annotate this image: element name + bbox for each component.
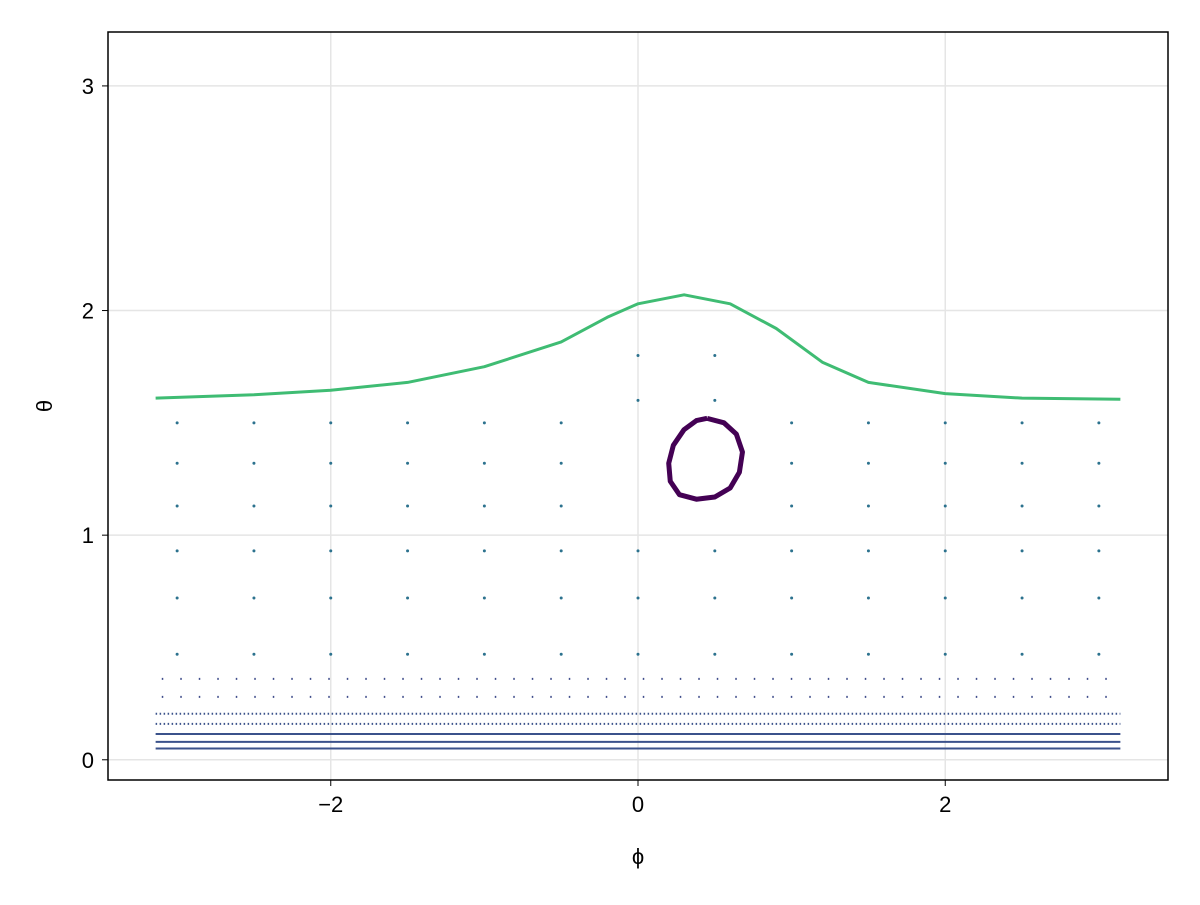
- x-axis-label: ϕ: [632, 844, 644, 869]
- point: [175, 504, 179, 508]
- y-tick-label: 0: [82, 748, 94, 773]
- point: [866, 549, 870, 553]
- point: [866, 596, 870, 600]
- point: [482, 421, 486, 425]
- point: [175, 461, 179, 465]
- series-line: [155, 293, 1121, 401]
- point: [329, 461, 333, 465]
- point: [406, 461, 410, 465]
- point: [636, 398, 640, 402]
- point: [636, 652, 640, 656]
- point: [866, 421, 870, 425]
- point: [713, 398, 717, 402]
- point: [175, 596, 179, 600]
- point: [329, 549, 333, 553]
- point: [790, 549, 794, 553]
- point: [175, 421, 179, 425]
- point: [406, 504, 410, 508]
- point: [1097, 652, 1101, 656]
- point: [252, 596, 256, 600]
- point: [482, 652, 486, 656]
- point: [559, 549, 563, 553]
- point: [482, 596, 486, 600]
- point: [1020, 549, 1024, 553]
- point: [943, 596, 947, 600]
- point: [406, 549, 410, 553]
- point: [636, 353, 640, 357]
- point: [790, 652, 794, 656]
- point: [559, 596, 563, 600]
- point: [252, 504, 256, 508]
- point: [329, 504, 333, 508]
- point: [943, 652, 947, 656]
- plot-frame: [107, 31, 1169, 781]
- point: [1097, 504, 1101, 508]
- point: [252, 421, 256, 425]
- point: [329, 421, 333, 425]
- point: [790, 596, 794, 600]
- point: [1020, 461, 1024, 465]
- point: [1097, 549, 1101, 553]
- point: [866, 652, 870, 656]
- point: [559, 504, 563, 508]
- point: [482, 504, 486, 508]
- point: [482, 461, 486, 465]
- x-tick-label: −2: [318, 792, 343, 817]
- point: [713, 596, 717, 600]
- point: [252, 652, 256, 656]
- point: [329, 596, 333, 600]
- point: [943, 421, 947, 425]
- x-tick-label: 2: [939, 792, 951, 817]
- y-tick-label: 2: [82, 299, 94, 324]
- point: [1097, 421, 1101, 425]
- point: [943, 549, 947, 553]
- point: [252, 461, 256, 465]
- point: [329, 652, 333, 656]
- point: [790, 504, 794, 508]
- point: [636, 549, 640, 553]
- point: [790, 421, 794, 425]
- point: [406, 421, 410, 425]
- point: [713, 353, 717, 357]
- point: [1097, 461, 1101, 465]
- point: [252, 549, 256, 553]
- point: [943, 461, 947, 465]
- point: [790, 461, 794, 465]
- point: [175, 652, 179, 656]
- y-tick-label: 3: [82, 74, 94, 99]
- point: [406, 652, 410, 656]
- point: [406, 596, 410, 600]
- x-tick-label: 0: [632, 792, 644, 817]
- point: [559, 421, 563, 425]
- point: [482, 549, 486, 553]
- point: [713, 549, 717, 553]
- point: [1020, 596, 1024, 600]
- point: [1097, 596, 1101, 600]
- point: [636, 596, 640, 600]
- point: [1020, 421, 1024, 425]
- point: [559, 461, 563, 465]
- series-line: [666, 415, 745, 502]
- point: [713, 652, 717, 656]
- point: [559, 652, 563, 656]
- point: [866, 504, 870, 508]
- y-axis-label: θ: [32, 400, 57, 412]
- point: [943, 504, 947, 508]
- y-tick-label: 1: [82, 523, 94, 548]
- point: [1020, 652, 1024, 656]
- point: [866, 461, 870, 465]
- point: [1020, 504, 1024, 508]
- point: [175, 549, 179, 553]
